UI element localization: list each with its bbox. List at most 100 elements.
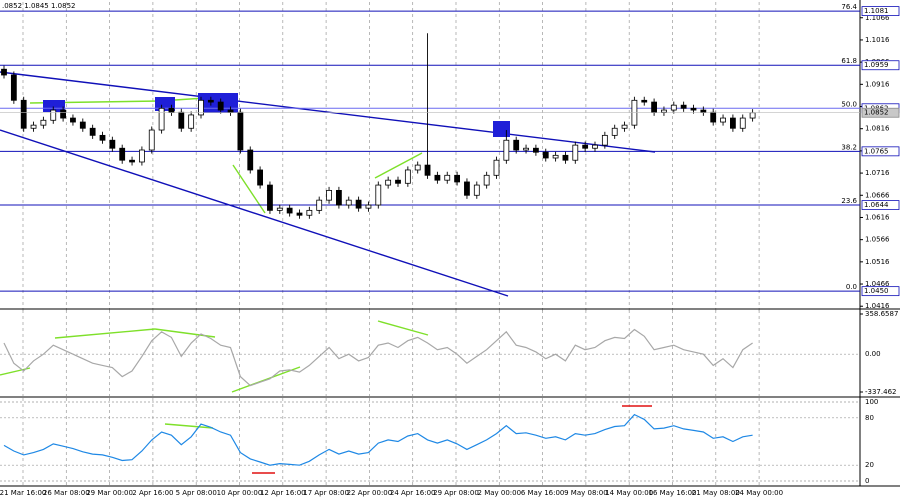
price-box: [861, 6, 900, 16]
candle-body: [523, 147, 529, 151]
candle-body: [404, 169, 411, 184]
x-tick-label: 2 May 00:00: [478, 489, 522, 497]
x-tick-label: 12 Apr 16:00: [260, 489, 306, 497]
candle-body: [306, 209, 313, 216]
candle-body: [207, 99, 214, 103]
candle-body: [355, 199, 362, 209]
price-box-label: 1.0959: [864, 61, 889, 69]
y-tick-label: 1.0716: [865, 169, 890, 177]
y-tick-label: 1.0516: [865, 258, 890, 266]
y-tick-label: 1.0666: [865, 191, 890, 199]
price-box-label: 1.0765: [864, 147, 889, 155]
divergence-line: [54, 328, 156, 339]
candle-body: [158, 107, 165, 131]
price-box: [861, 146, 900, 157]
zone-box: [493, 121, 510, 137]
candle-body: [267, 184, 273, 211]
candle-body: [1, 68, 7, 76]
candle-body: [316, 199, 323, 211]
candle-body: [749, 112, 756, 119]
x-tick-label: 21 May 08:00: [692, 489, 740, 497]
x-tick-label: 24 May 00:00: [735, 489, 783, 497]
trend-line: [0, 71, 656, 153]
candle-body: [651, 101, 657, 113]
x-tick-label: 9 May 08:00: [564, 489, 608, 497]
candle-body: [286, 207, 293, 214]
price-box: [861, 286, 900, 297]
candle-body: [739, 117, 746, 129]
grid: [22, 0, 760, 485]
current-price-label: 1.0852: [864, 109, 889, 117]
candle-body: [276, 207, 283, 211]
candle-body: [513, 139, 520, 151]
indicator-line: [3, 413, 753, 466]
candle-body: [503, 139, 510, 161]
y-tick-label: 1.0416: [865, 302, 890, 310]
y-tick-label: 20: [865, 461, 874, 469]
candle-body: [148, 129, 155, 151]
candle-body: [424, 164, 431, 176]
y-tick-label: 1.0466: [865, 280, 890, 288]
y-tick-label: 80: [865, 414, 874, 422]
candle-body: [385, 179, 392, 186]
x-tick-label: 17 Apr 08:00: [303, 489, 349, 497]
candle-body: [720, 117, 726, 123]
candle-body: [641, 99, 648, 103]
candle-body: [198, 99, 204, 116]
candle-body: [20, 99, 27, 129]
divergence-line: [164, 423, 214, 429]
x-tick-label: 29 Apr 08:00: [433, 489, 479, 497]
candle-body: [542, 151, 549, 159]
candle-body: [237, 111, 244, 151]
y-tick-label: 100: [865, 398, 878, 406]
candle-body: [592, 144, 598, 149]
candle-body: [414, 164, 421, 171]
y-tick-label: 1.0916: [865, 80, 890, 88]
candle-body: [178, 111, 185, 129]
candle-body: [247, 149, 254, 171]
price-box-label: 1.1081: [864, 7, 889, 15]
level-label: 0.0: [846, 283, 857, 291]
trend-line: [0, 129, 509, 297]
candle-body: [60, 109, 66, 119]
candle-body: [188, 114, 195, 129]
candle-body: [552, 154, 559, 159]
x-tick-label: 16 May 16:00: [648, 489, 696, 497]
candle-body: [227, 109, 234, 113]
candle-body: [50, 109, 57, 121]
candle-body: [89, 127, 96, 136]
x-tick-label: 6 May 16:00: [521, 489, 565, 497]
current-price-box: [861, 107, 900, 118]
x-tick-label: 14 May 00:00: [605, 489, 653, 497]
candle-body: [454, 174, 461, 183]
zone-box: [155, 97, 175, 111]
x-tick-label: 21 Mar 16:00: [0, 489, 46, 497]
candle-body: [621, 124, 628, 129]
candle-body: [326, 189, 332, 201]
candle-body: [345, 199, 352, 206]
candle-body: [99, 134, 106, 141]
candle-body: [375, 184, 382, 206]
y-tick-label: 1.0566: [865, 236, 890, 244]
candle-body: [30, 124, 37, 129]
candle-body: [296, 212, 303, 216]
candle-body: [257, 169, 264, 186]
y-tick-label: 0.00: [865, 350, 881, 358]
divergence-line: [231, 366, 301, 393]
candle-body: [109, 139, 116, 149]
y-tick-label: 1.0616: [865, 213, 890, 221]
y-tick-label: 358.6587: [865, 310, 898, 318]
candle-body: [335, 189, 342, 206]
indicator-line: [3, 328, 753, 387]
candle-body: [217, 101, 224, 111]
candle-body: [10, 74, 17, 101]
divergence-line: [374, 152, 423, 179]
price-box-label: 1.0450: [864, 287, 889, 295]
candle-body: [138, 149, 145, 163]
candle-body: [79, 121, 86, 129]
candle-body: [434, 174, 441, 181]
candle-body: [464, 181, 470, 196]
x-tick-label: 26 Mar 08:00: [43, 489, 90, 497]
